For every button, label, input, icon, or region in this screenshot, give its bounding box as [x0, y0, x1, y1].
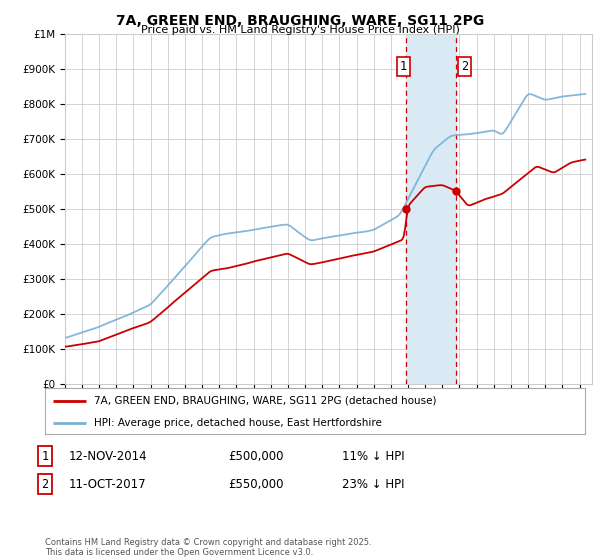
Text: 2: 2	[461, 60, 468, 73]
Bar	[406, 34, 455, 384]
Text: £500,000: £500,000	[228, 450, 284, 463]
Text: 7A, GREEN END, BRAUGHING, WARE, SG11 2PG: 7A, GREEN END, BRAUGHING, WARE, SG11 2PG	[116, 14, 484, 28]
Text: 1: 1	[41, 450, 49, 463]
Text: 11% ↓ HPI: 11% ↓ HPI	[342, 450, 404, 463]
Text: Contains HM Land Registry data © Crown copyright and database right 2025.
This d: Contains HM Land Registry data © Crown c…	[45, 538, 371, 557]
Text: 12-NOV-2014: 12-NOV-2014	[69, 450, 148, 463]
Text: Price paid vs. HM Land Registry's House Price Index (HPI): Price paid vs. HM Land Registry's House …	[140, 25, 460, 35]
Text: 1: 1	[400, 60, 407, 73]
Text: 2: 2	[41, 478, 49, 491]
Text: £550,000: £550,000	[228, 478, 284, 491]
Text: HPI: Average price, detached house, East Hertfordshire: HPI: Average price, detached house, East…	[94, 418, 382, 427]
Text: 23% ↓ HPI: 23% ↓ HPI	[342, 478, 404, 491]
Text: 11-OCT-2017: 11-OCT-2017	[69, 478, 146, 491]
Text: 7A, GREEN END, BRAUGHING, WARE, SG11 2PG (detached house): 7A, GREEN END, BRAUGHING, WARE, SG11 2PG…	[94, 396, 436, 406]
